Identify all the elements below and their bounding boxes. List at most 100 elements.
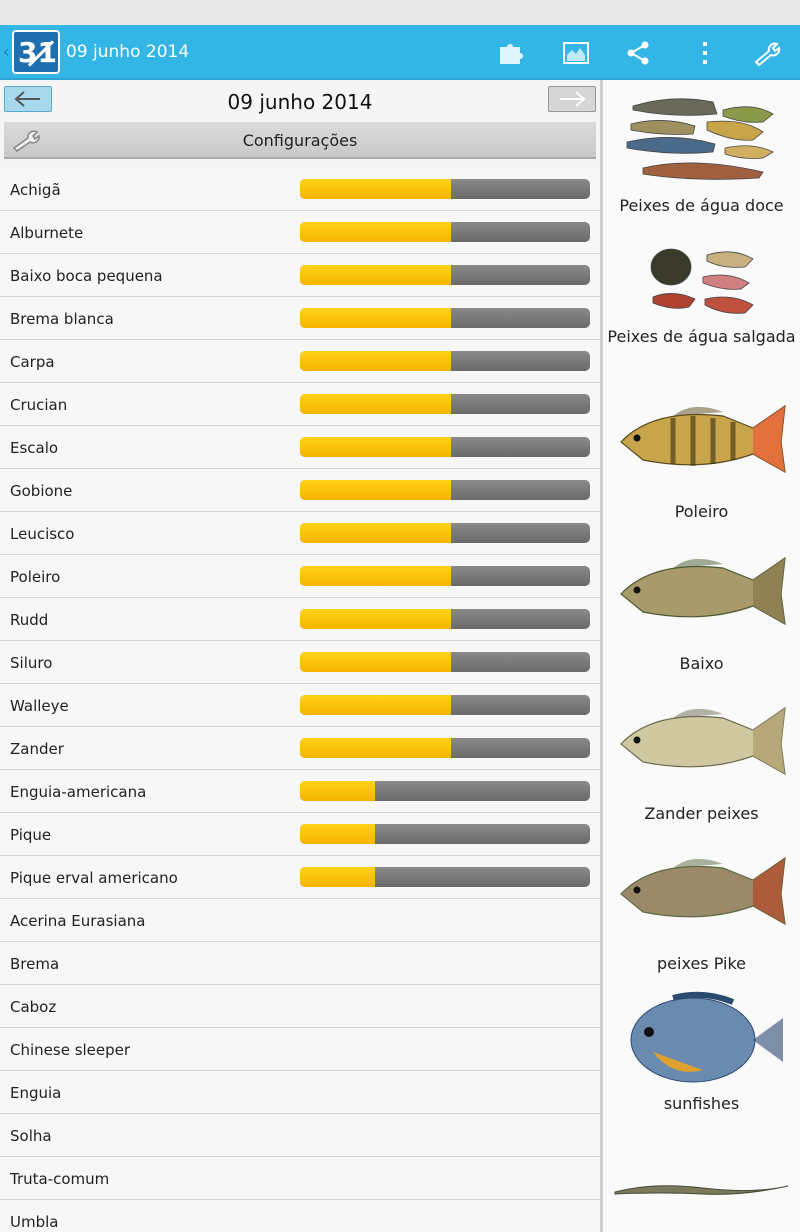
activity-bar bbox=[300, 781, 590, 801]
species-name: Carpa bbox=[10, 353, 55, 371]
category-card[interactable]: Baixo bbox=[603, 550, 800, 698]
species-row[interactable]: Enguia-americana bbox=[0, 770, 600, 813]
species-name: Leucisco bbox=[10, 525, 75, 543]
category-card[interactable]: Zander peixes bbox=[603, 700, 800, 848]
species-name: Acerina Eurasiana bbox=[10, 912, 146, 930]
settings-wrench-icon bbox=[10, 128, 44, 152]
species-row[interactable]: Poleiro bbox=[0, 555, 600, 598]
species-name: Walleye bbox=[10, 697, 69, 715]
species-row[interactable]: Umbla bbox=[0, 1200, 600, 1232]
activity-bar bbox=[300, 265, 590, 285]
activity-bar-fill bbox=[300, 523, 451, 543]
settings-bar[interactable]: Configurações bbox=[4, 122, 596, 159]
species-row[interactable]: Crucian bbox=[0, 383, 600, 426]
category-label: Poleiro bbox=[674, 502, 729, 521]
activity-bar bbox=[300, 738, 590, 758]
activity-bar-fill bbox=[300, 308, 451, 328]
activity-bar-fill bbox=[300, 437, 451, 457]
species-name: Gobione bbox=[10, 482, 73, 500]
species-row[interactable]: Gobione bbox=[0, 469, 600, 512]
pike-icon bbox=[613, 850, 790, 930]
species-name: Enguia-americana bbox=[10, 783, 147, 801]
puzzle-icon[interactable] bbox=[496, 39, 526, 67]
action-bar: ‹ 31 09 junho 2014 bbox=[0, 25, 800, 80]
species-name: Pique erval americano bbox=[10, 869, 178, 887]
species-row[interactable]: Solha bbox=[0, 1114, 600, 1157]
category-card[interactable]: Poleiro bbox=[603, 398, 800, 546]
species-row[interactable]: Brema blanca bbox=[0, 297, 600, 340]
status-bar bbox=[0, 0, 800, 25]
species-name: Alburnete bbox=[10, 224, 84, 242]
species-row[interactable]: Leucisco bbox=[0, 512, 600, 555]
species-row[interactable]: Acerina Eurasiana bbox=[0, 899, 600, 942]
zander-icon bbox=[613, 700, 790, 780]
category-card[interactable]: Peixes de água salgada bbox=[603, 243, 800, 371]
species-row[interactable]: Carpa bbox=[0, 340, 600, 383]
species-name: Zander bbox=[10, 740, 64, 758]
category-label: sunfishes bbox=[663, 1094, 740, 1113]
overflow-menu-icon[interactable] bbox=[690, 39, 720, 67]
panel-divider bbox=[600, 80, 603, 1232]
category-label: Peixes de água doce bbox=[619, 196, 784, 215]
species-row[interactable]: Chinese sleeper bbox=[0, 1028, 600, 1071]
wrench-icon[interactable] bbox=[752, 39, 782, 67]
species-row[interactable]: Alburnete bbox=[0, 211, 600, 254]
activity-bar-fill bbox=[300, 179, 451, 199]
previous-day-button[interactable] bbox=[4, 86, 52, 112]
activity-bar bbox=[300, 480, 590, 500]
activity-bar bbox=[300, 308, 590, 328]
perch-icon bbox=[613, 398, 790, 478]
back-chevron-icon[interactable]: ‹ bbox=[3, 42, 10, 61]
activity-bar-fill bbox=[300, 738, 451, 758]
activity-bar-fill bbox=[300, 265, 451, 285]
species-name: Achigã bbox=[10, 181, 61, 199]
species-name: Pique bbox=[10, 826, 52, 844]
eel-icon bbox=[613, 1170, 790, 1210]
species-panel: 09 junho 2014 Configurações Achigã Alburn… bbox=[0, 80, 600, 1232]
species-row[interactable]: Siluro bbox=[0, 641, 600, 684]
species-row[interactable]: Brema bbox=[0, 942, 600, 985]
species-row[interactable]: Zander bbox=[0, 727, 600, 770]
category-card[interactable] bbox=[603, 1170, 800, 1232]
species-name: Solha bbox=[10, 1127, 52, 1145]
bass-icon bbox=[613, 550, 790, 630]
share-icon[interactable] bbox=[623, 39, 653, 67]
date-navigator: 09 junho 2014 bbox=[0, 80, 600, 122]
species-row[interactable]: Walleye bbox=[0, 684, 600, 727]
category-card[interactable]: Peixes de água doce bbox=[603, 92, 800, 240]
current-date[interactable]: 09 junho 2014 bbox=[227, 90, 373, 114]
category-card[interactable]: sunfishes bbox=[603, 990, 800, 1138]
category-panel: Peixes de água doce Peixes de água salgad… bbox=[603, 80, 800, 1232]
activity-bar bbox=[300, 222, 590, 242]
app-logo-icon[interactable]: 31 bbox=[12, 30, 60, 74]
category-card[interactable]: peixes Pike bbox=[603, 850, 800, 998]
species-name: Umbla bbox=[10, 1213, 59, 1231]
species-row[interactable]: Truta-comum bbox=[0, 1157, 600, 1200]
next-day-button[interactable] bbox=[548, 86, 596, 112]
species-name: Rudd bbox=[10, 611, 49, 629]
activity-bar-fill bbox=[300, 652, 451, 672]
species-row[interactable]: Escalo bbox=[0, 426, 600, 469]
species-row[interactable]: Achigã bbox=[0, 168, 600, 211]
species-row[interactable]: Rudd bbox=[0, 598, 600, 641]
species-name: Poleiro bbox=[10, 568, 61, 586]
species-name: Baixo boca pequena bbox=[10, 267, 163, 285]
app-title[interactable]: 09 junho 2014 bbox=[66, 42, 190, 62]
species-row[interactable]: Caboz bbox=[0, 985, 600, 1028]
species-row[interactable]: Baixo boca pequena bbox=[0, 254, 600, 297]
map-icon[interactable] bbox=[561, 39, 591, 67]
species-row[interactable]: Pique bbox=[0, 813, 600, 856]
saltwater-fish-group-icon bbox=[613, 243, 790, 323]
species-row[interactable]: Pique erval americano bbox=[0, 856, 600, 899]
activity-bar-fill bbox=[300, 566, 451, 586]
species-name: Crucian bbox=[10, 396, 68, 414]
activity-bar bbox=[300, 609, 590, 629]
sunfish-icon bbox=[613, 990, 790, 1090]
species-list: Achigã Alburnete Baixo boca pequena Brema b… bbox=[0, 168, 600, 1232]
species-row[interactable]: Enguia bbox=[0, 1071, 600, 1114]
activity-bar bbox=[300, 824, 590, 844]
activity-bar bbox=[300, 394, 590, 414]
species-name: Siluro bbox=[10, 654, 53, 672]
species-name: Brema bbox=[10, 955, 60, 973]
activity-bar-fill bbox=[300, 695, 451, 715]
